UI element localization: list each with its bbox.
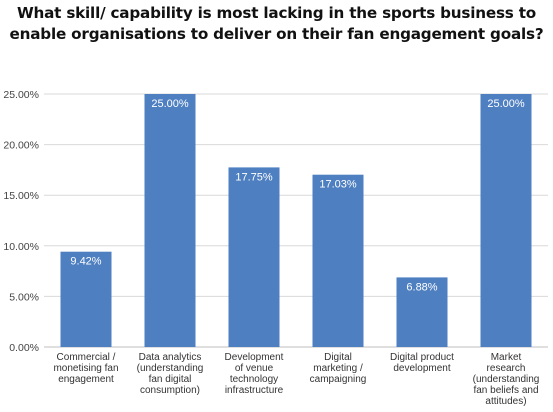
x-category-label: campaigning — [310, 374, 367, 385]
bar — [144, 94, 196, 347]
chart-title: What skill/ capability is most lacking i… — [0, 3, 553, 45]
x-category-label: (understanding — [137, 363, 204, 374]
data-label: 9.42% — [70, 256, 101, 268]
data-label: 6.88% — [406, 281, 437, 293]
x-category-label: Commercial / — [57, 352, 116, 363]
x-category-label: engagement — [58, 374, 114, 385]
x-category-label: fan digital — [149, 374, 192, 385]
x-category-label: (understanding — [473, 374, 540, 385]
x-category-label: Digital — [324, 352, 352, 363]
bar — [60, 251, 112, 347]
chart-title-line-1: What skill/ capability is most lacking i… — [16, 4, 537, 22]
y-tick-label: 15.00% — [3, 190, 39, 202]
data-label: 25.00% — [487, 98, 525, 110]
bar — [480, 94, 532, 347]
x-category-label: marketing / — [313, 363, 363, 374]
x-category-label: attitudes) — [485, 396, 526, 407]
chart-title-line-2: enable organisations to deliver on their… — [9, 25, 544, 43]
x-category-label: consumption) — [140, 385, 200, 396]
x-category-label: research — [487, 363, 526, 374]
data-label: 25.00% — [151, 98, 189, 110]
bar — [312, 174, 364, 347]
x-category-label: Development — [225, 352, 284, 363]
x-category-label: Market — [491, 352, 522, 363]
y-tick-label: 20.00% — [3, 140, 39, 152]
x-category-label: Digital product — [390, 352, 454, 363]
x-category-label: of venue — [235, 363, 274, 374]
data-label: 17.75% — [235, 171, 273, 183]
y-tick-label: 0.00% — [9, 342, 39, 354]
y-tick-label: 25.00% — [3, 89, 39, 101]
x-category-label: development — [393, 363, 450, 374]
bar — [396, 277, 448, 347]
data-label: 17.03% — [319, 179, 357, 191]
x-category-label: fan beliefs and — [473, 385, 538, 396]
x-category-label: infrastructure — [225, 385, 284, 396]
x-category-label: Data analytics — [139, 352, 202, 363]
x-category-label: monetising fan — [53, 363, 118, 374]
y-tick-label: 5.00% — [9, 291, 39, 303]
bar — [228, 167, 280, 347]
x-category-label: technology — [230, 374, 278, 385]
y-tick-label: 10.00% — [3, 241, 39, 253]
